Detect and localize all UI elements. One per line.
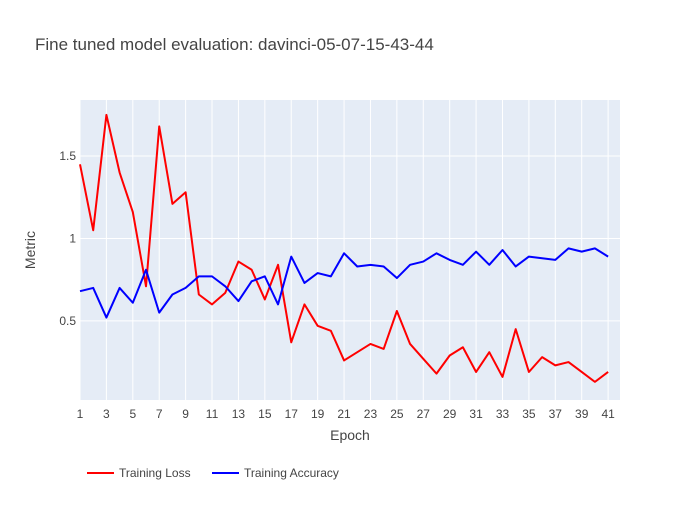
x-tick-label: 39 — [575, 407, 589, 421]
x-axis-ticks: 1 3 5 7 9 11 13 15 17 19 21 23 25 27 29 31 33 35 37 39 41 — [77, 407, 615, 421]
x-tick-label: 15 — [258, 407, 272, 421]
x-tick-label: 33 — [496, 407, 510, 421]
x-tick-label: 23 — [364, 407, 378, 421]
x-tick-label: 37 — [549, 407, 563, 421]
x-tick-label: 1 — [77, 407, 84, 421]
x-tick-label: 3 — [103, 407, 110, 421]
plot-area — [80, 100, 620, 400]
legend: Training Loss Training Accuracy — [87, 466, 339, 480]
y-tick-label: 1 — [69, 231, 76, 245]
series-line-training-loss — [79, 113, 609, 383]
chart-title: Fine tuned model evaluation: davinci-05-… — [35, 35, 434, 54]
x-tick-label: 19 — [311, 407, 325, 421]
x-tick-label: 27 — [417, 407, 431, 421]
x-tick-label: 35 — [522, 407, 536, 421]
series-line-training-accuracy — [79, 247, 609, 319]
x-axis-label: Epoch — [330, 427, 370, 443]
x-tick-label: 11 — [206, 407, 219, 421]
series-lines — [79, 113, 609, 383]
x-tick-label: 25 — [390, 407, 404, 421]
x-tick-label: 31 — [469, 407, 483, 421]
x-tick-label: 7 — [156, 407, 163, 421]
legend-item-training-accuracy[interactable]: Training Accuracy — [212, 466, 339, 480]
y-tick-label: 1.5 — [59, 149, 76, 163]
legend-item-training-loss[interactable]: Training Loss — [87, 466, 191, 480]
x-tick-label: 9 — [182, 407, 189, 421]
y-tick-label: 0.5 — [59, 314, 76, 328]
y-axis-label: Metric — [22, 231, 38, 269]
legend-label: Training Accuracy — [244, 466, 339, 480]
x-tick-label: 17 — [285, 407, 299, 421]
grid — [79, 100, 620, 400]
x-tick-label: 29 — [443, 407, 457, 421]
x-tick-label: 41 — [601, 407, 615, 421]
x-tick-label: 21 — [337, 407, 351, 421]
x-tick-label: 5 — [129, 407, 136, 421]
legend-label: Training Loss — [119, 466, 191, 480]
y-axis-ticks: 0.5 1 1.5 — [59, 149, 76, 328]
x-tick-label: 13 — [232, 407, 246, 421]
